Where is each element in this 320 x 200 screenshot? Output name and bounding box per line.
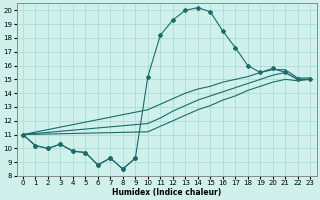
X-axis label: Humidex (Indice chaleur): Humidex (Indice chaleur) — [112, 188, 221, 197]
